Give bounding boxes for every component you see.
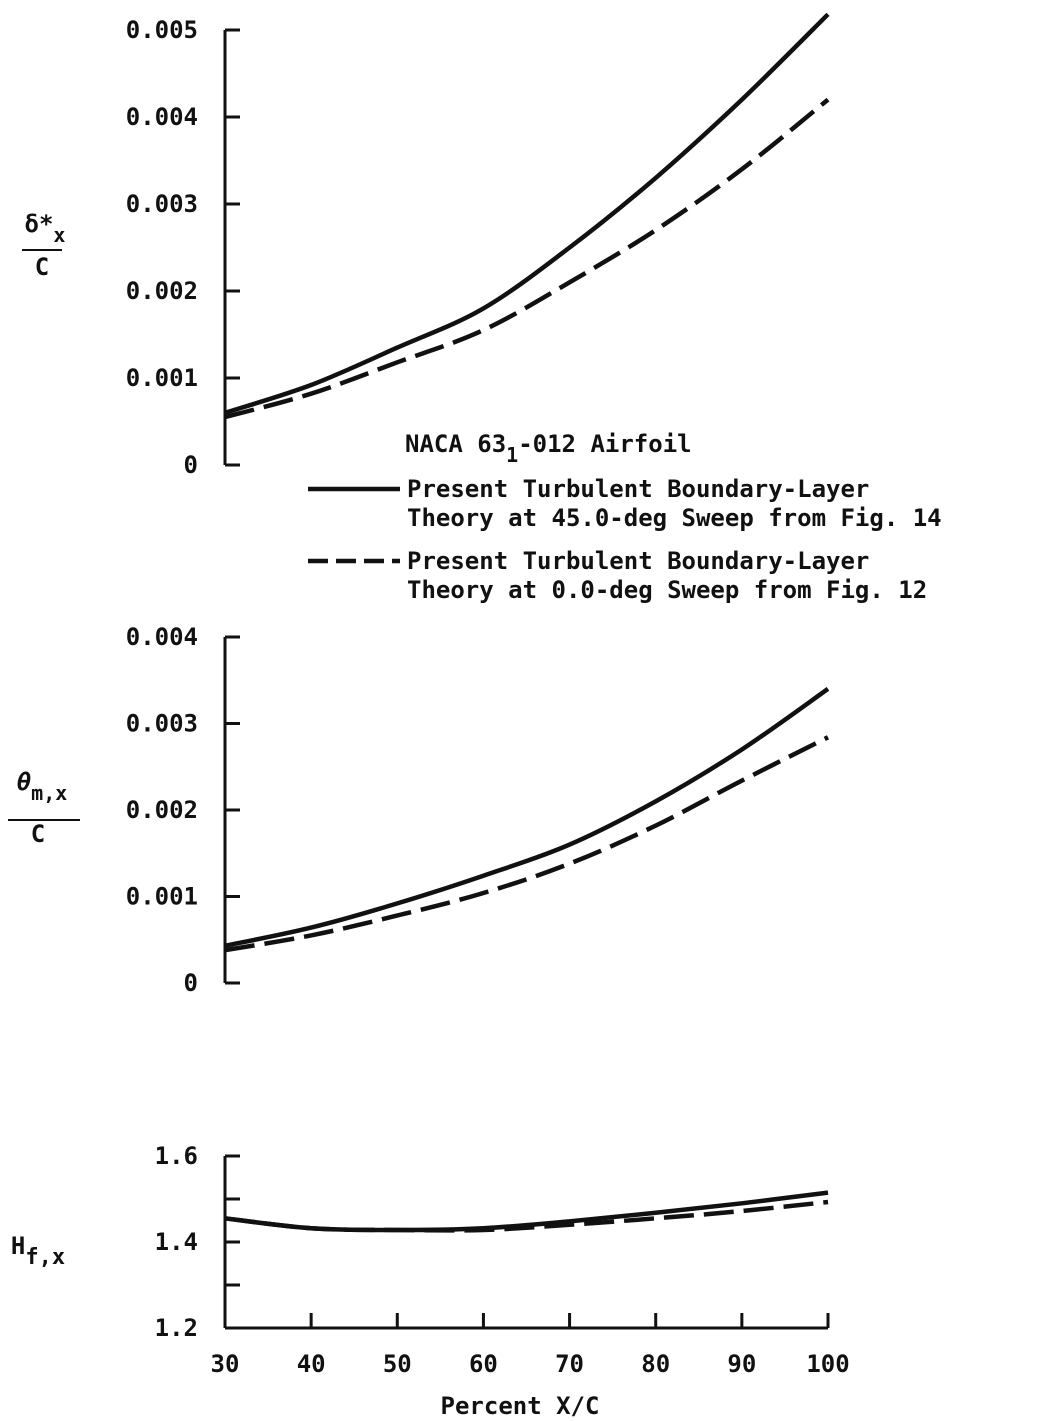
theta-ytick-label: 0.002 [126,796,198,824]
hf-xtick-label: 80 [641,1350,670,1378]
delta-ytick-label: 0 [184,451,198,479]
delta-ylabel-bottom: C [35,253,49,281]
delta-ytick-label: 0.005 [126,16,198,44]
delta-ylabel-top: δ*x [25,210,66,247]
hf-x-ticks: 30 40 50 60 70 80 90 100 [211,1313,850,1378]
theta-series-dashed [224,735,830,953]
delta-y-ticks: 0 0.001 0.002 0.003 0.004 0.005 [126,16,240,479]
legend: NACA 631-012 Airfoil Present Turbulent B… [308,430,942,604]
shape-factor-panel: 1.2 1.4 1.6 30 40 50 60 70 80 90 100 Hf,x Percent… [11,1142,850,1420]
hf-xtick-label: 90 [727,1350,756,1378]
hf-ylabel: Hf,x [11,1232,65,1270]
theta-ylabel-top: θm,x [17,768,68,805]
hf-xtick-label: 70 [555,1350,584,1378]
theta-ytick-label: 0.004 [126,623,198,651]
theta-series [224,687,830,953]
hf-series-solid [224,1190,829,1233]
legend-title: NACA 631-012 Airfoil [405,430,692,467]
delta-ytick-label: 0.004 [126,103,198,131]
theta-ytick-label: 0 [184,969,198,997]
delta-series-dashed [224,97,830,420]
hf-y-ticks: 1.2 1.4 1.6 [155,1142,240,1342]
delta-ytick-label: 0.002 [126,277,198,305]
displacement-thickness-panel: 0 0.001 0.002 0.003 0.004 0.005 δ*x C [22,12,830,479]
theta-ylabel-bottom: C [31,820,45,848]
hf-xtick-label: 100 [806,1350,849,1378]
legend-entry-1-line2: Theory at 45.0-deg Sweep from Fig. 14 [407,504,942,532]
theta-y-ticks: 0 0.001 0.002 0.003 0.004 [126,623,240,997]
hf-series-dashed [224,1199,829,1233]
x-axis-label: Percent X/C [441,1392,600,1420]
delta-series-solid [224,12,830,415]
hf-xtick-label: 60 [469,1350,498,1378]
hf-xtick-label: 50 [383,1350,412,1378]
delta-series [224,12,830,420]
hf-series [224,1190,829,1233]
legend-entry-2-line2: Theory at 0.0-deg Sweep from Fig. 12 [407,576,927,604]
theta-ytick-label: 0.003 [126,710,198,738]
hf-xtick-label: 40 [297,1350,326,1378]
hf-ytick-label: 1.6 [155,1142,198,1170]
theta-ytick-label: 0.001 [126,883,198,911]
hf-xtick-label: 30 [211,1350,240,1378]
legend-entry-2-line1: Present Turbulent Boundary-Layer [407,547,869,575]
hf-ytick-label: 1.4 [155,1228,198,1256]
hf-ytick-label: 1.2 [155,1314,198,1342]
delta-ytick-label: 0.001 [126,364,198,392]
delta-ytick-label: 0.003 [126,190,198,218]
legend-entry-1-line1: Present Turbulent Boundary-Layer [407,475,869,503]
momentum-thickness-panel: 0 0.001 0.002 0.003 0.004 θm,x C [8,623,830,997]
theta-series-solid [224,687,830,949]
